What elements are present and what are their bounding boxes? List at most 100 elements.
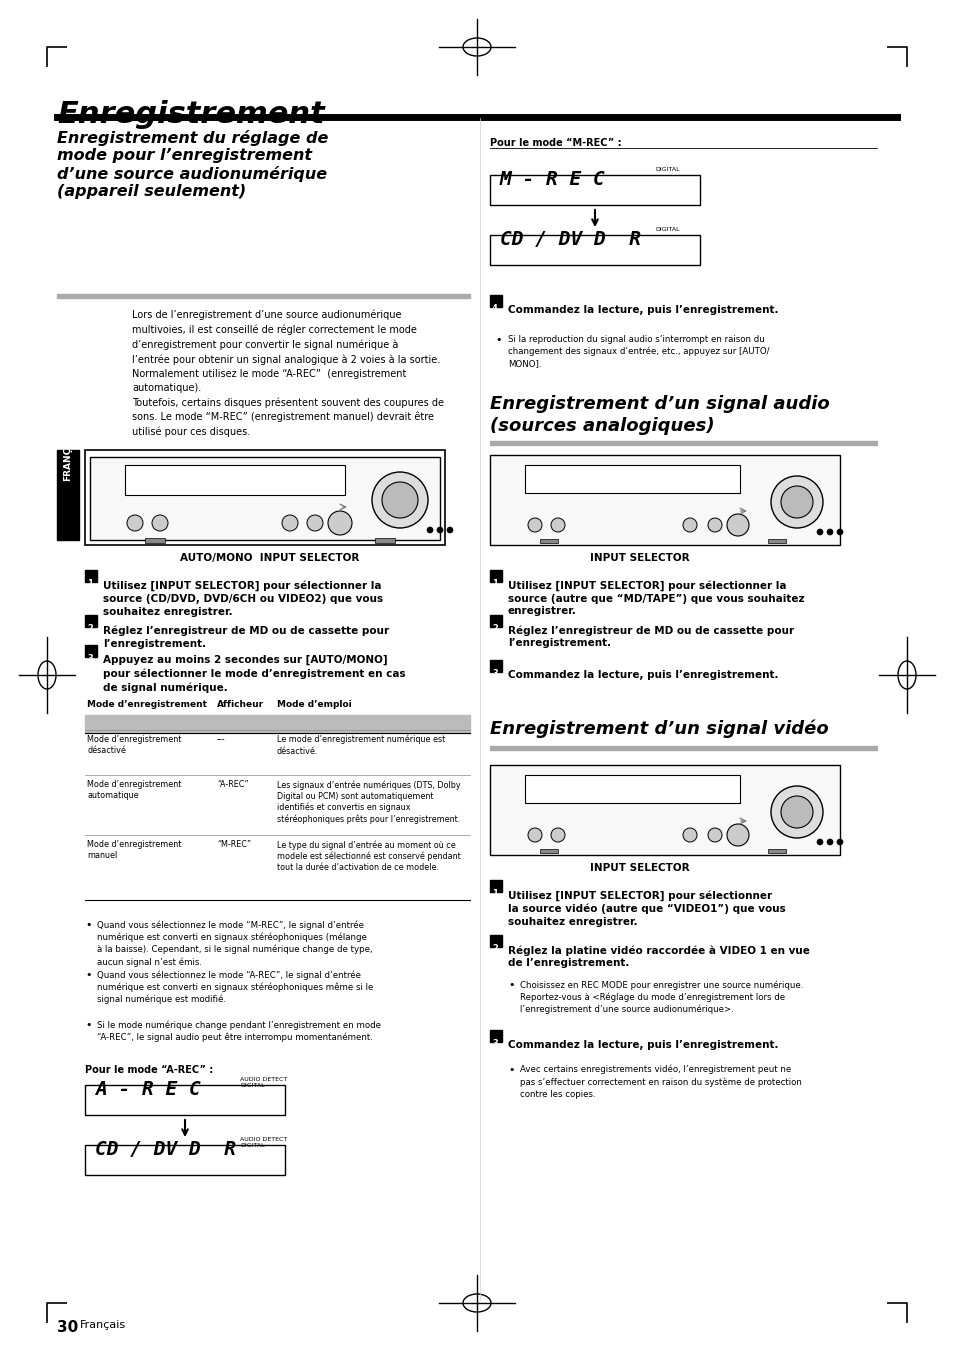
Text: Pour le mode “M-REC” :: Pour le mode “M-REC” : bbox=[490, 138, 621, 148]
Text: Réglez l’enregistreur de MD ou de cassette pour
l’enregistrement.: Réglez l’enregistreur de MD ou de casset… bbox=[507, 625, 793, 648]
FancyBboxPatch shape bbox=[85, 1085, 285, 1115]
Bar bbox=[767, 539, 785, 543]
Bar bbox=[490, 936, 501, 946]
Text: CD / DV D  R: CD / DV D R bbox=[95, 1139, 235, 1160]
Text: Choisissez en REC MODE pour enregistrer une source numérique.
Reportez-vous à <R: Choisissez en REC MODE pour enregistrer … bbox=[519, 980, 802, 1014]
Circle shape bbox=[770, 786, 822, 838]
Bar bbox=[57, 294, 470, 298]
Circle shape bbox=[551, 518, 564, 532]
Circle shape bbox=[282, 514, 297, 531]
Circle shape bbox=[707, 828, 721, 842]
Circle shape bbox=[816, 529, 822, 535]
Circle shape bbox=[730, 518, 744, 532]
Bar bbox=[767, 849, 785, 853]
Text: Commandez la lecture, puis l’enregistrement.: Commandez la lecture, puis l’enregistrem… bbox=[507, 670, 778, 680]
Text: 2: 2 bbox=[87, 624, 92, 633]
Bar bbox=[539, 849, 558, 853]
Text: Réglez la platine vidéo raccordée à VIDEO 1 en vue
de l’enregistrement.: Réglez la platine vidéo raccordée à VIDE… bbox=[507, 945, 809, 968]
Circle shape bbox=[781, 486, 812, 518]
Text: 2: 2 bbox=[492, 624, 497, 633]
Text: Mode d’enregistrement: Mode d’enregistrement bbox=[87, 701, 207, 709]
Text: Avec certains enregistrements vidéo, l’enregistrement peut ne
pas s’effectuer co: Avec certains enregistrements vidéo, l’e… bbox=[519, 1065, 801, 1099]
Text: •: • bbox=[507, 980, 514, 990]
Text: Enregistrement: Enregistrement bbox=[57, 100, 324, 130]
Bar bbox=[85, 570, 97, 582]
Text: 30: 30 bbox=[57, 1320, 78, 1335]
Text: ---: --- bbox=[216, 734, 226, 744]
Text: Réglez l’enregistreur de MD ou de cassette pour
l’enregistrement.: Réglez l’enregistreur de MD ou de casset… bbox=[103, 625, 389, 649]
Text: 2: 2 bbox=[492, 944, 497, 953]
Circle shape bbox=[527, 828, 541, 842]
Text: INPUT SELECTOR: INPUT SELECTOR bbox=[589, 863, 689, 873]
Text: Enregistrement d’un signal vidéo: Enregistrement d’un signal vidéo bbox=[490, 720, 828, 738]
Text: •: • bbox=[85, 1021, 91, 1030]
Bar bbox=[85, 616, 97, 626]
Text: CD / DV D  R: CD / DV D R bbox=[499, 230, 640, 248]
Bar bbox=[490, 296, 501, 306]
Text: 1: 1 bbox=[492, 890, 497, 898]
Text: Mode d’emploi: Mode d’emploi bbox=[276, 701, 352, 709]
Bar bbox=[490, 660, 501, 672]
Bar bbox=[90, 458, 439, 540]
Bar bbox=[490, 616, 501, 626]
Circle shape bbox=[527, 518, 541, 532]
Circle shape bbox=[826, 529, 832, 535]
FancyBboxPatch shape bbox=[490, 455, 840, 545]
Circle shape bbox=[447, 526, 453, 533]
Text: 3: 3 bbox=[87, 653, 92, 663]
Text: Utilisez [INPUT SELECTOR] pour sélectionner la
source (autre que “MD/TAPE”) que : Utilisez [INPUT SELECTOR] pour sélection… bbox=[507, 580, 803, 617]
FancyBboxPatch shape bbox=[490, 765, 840, 855]
Circle shape bbox=[436, 526, 442, 533]
Circle shape bbox=[726, 514, 748, 536]
Circle shape bbox=[770, 477, 822, 528]
Circle shape bbox=[707, 518, 721, 532]
Text: 1: 1 bbox=[87, 579, 92, 589]
Bar bbox=[57, 450, 79, 540]
Bar bbox=[490, 1030, 501, 1042]
Text: Français: Français bbox=[80, 1320, 126, 1330]
Circle shape bbox=[781, 796, 812, 828]
Bar bbox=[490, 747, 876, 751]
FancyBboxPatch shape bbox=[490, 235, 700, 265]
Text: Les signaux d’entrée numériques (DTS, Dolby
Digital ou PCM) sont automatiquement: Les signaux d’entrée numériques (DTS, Do… bbox=[276, 780, 460, 824]
Circle shape bbox=[836, 838, 842, 845]
Text: Si le mode numérique change pendant l’enregistrement en mode
“A-REC”, le signal : Si le mode numérique change pendant l’en… bbox=[97, 1021, 380, 1042]
Circle shape bbox=[682, 828, 697, 842]
Text: Utilisez [INPUT SELECTOR] pour sélectionner
la source vidéo (autre que “VIDEO1”): Utilisez [INPUT SELECTOR] pour sélection… bbox=[507, 890, 785, 927]
Text: Quand vous sélectionnez le mode “M-REC”, le signal d’entrée
numérique est conver: Quand vous sélectionnez le mode “M-REC”,… bbox=[97, 919, 373, 967]
Circle shape bbox=[152, 514, 168, 531]
Text: •: • bbox=[495, 335, 501, 346]
Text: Si la reproduction du signal audio s’interrompt en raison du
changement des sign: Si la reproduction du signal audio s’int… bbox=[507, 335, 769, 369]
Text: Afficheur: Afficheur bbox=[216, 701, 264, 709]
Bar bbox=[145, 539, 165, 543]
Bar bbox=[490, 880, 501, 892]
Bar bbox=[524, 775, 740, 803]
Bar bbox=[524, 464, 740, 493]
Text: Appuyez au moins 2 secondes sur [AUTO/MONO]
pour sélectionner le mode d’enregist: Appuyez au moins 2 secondes sur [AUTO/MO… bbox=[103, 655, 405, 693]
FancyBboxPatch shape bbox=[490, 176, 700, 205]
Circle shape bbox=[332, 514, 348, 531]
Text: Lors de l’enregistrement d’une source audionumérique
multivoies, il est conseill: Lors de l’enregistrement d’une source au… bbox=[132, 310, 443, 437]
Circle shape bbox=[826, 838, 832, 845]
Text: Commandez la lecture, puis l’enregistrement.: Commandez la lecture, puis l’enregistrem… bbox=[507, 305, 778, 315]
Text: 3: 3 bbox=[492, 670, 497, 678]
Circle shape bbox=[372, 472, 428, 528]
Text: M - R E C: M - R E C bbox=[499, 170, 605, 189]
Text: Le type du signal d’entrée au moment où ce
modele est sélectionné est conservé p: Le type du signal d’entrée au moment où … bbox=[276, 840, 460, 872]
Text: INPUT SELECTOR: INPUT SELECTOR bbox=[589, 554, 689, 563]
Text: “M-REC”: “M-REC” bbox=[216, 840, 251, 849]
Text: AUDIO DETECT
DIGITAL: AUDIO DETECT DIGITAL bbox=[240, 1077, 287, 1088]
Bar bbox=[490, 570, 501, 582]
Text: Pour le mode “A-REC” :: Pour le mode “A-REC” : bbox=[85, 1065, 213, 1075]
Text: Enregistrement du réglage de
mode pour l’enregistrement
d’une source audionuméri: Enregistrement du réglage de mode pour l… bbox=[57, 130, 328, 200]
Text: 1: 1 bbox=[492, 579, 497, 589]
Text: AUDIO DETECT
DIGITAL: AUDIO DETECT DIGITAL bbox=[240, 1137, 287, 1148]
Text: AUTO/MONO  INPUT SELECTOR: AUTO/MONO INPUT SELECTOR bbox=[180, 554, 359, 563]
Circle shape bbox=[682, 518, 697, 532]
Text: Mode d’enregistrement
manuel: Mode d’enregistrement manuel bbox=[87, 840, 181, 860]
Bar bbox=[539, 539, 558, 543]
Text: A - R E C: A - R E C bbox=[95, 1080, 200, 1099]
Bar bbox=[125, 464, 345, 495]
Text: 3: 3 bbox=[492, 1040, 497, 1048]
Circle shape bbox=[381, 482, 417, 518]
